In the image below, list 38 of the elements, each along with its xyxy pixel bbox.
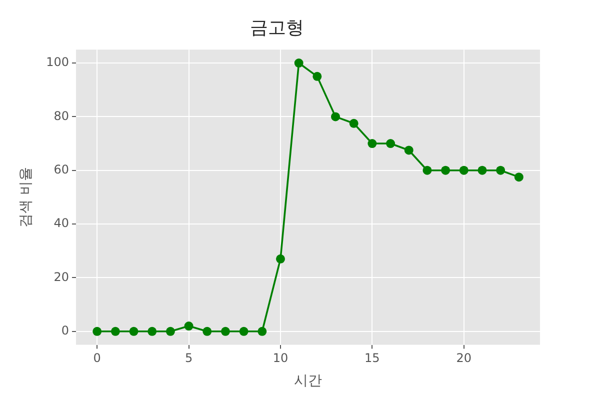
x-tick-label: 10 [272,351,288,366]
x-tick-label: 20 [456,351,472,366]
point [258,326,267,336]
x-axis-title: 시간 [294,373,322,390]
point [478,166,487,175]
point [386,139,396,148]
point [129,326,138,336]
x-tick-label: 0 [93,351,101,366]
x-tick-label: 15 [364,351,380,366]
point [349,118,358,128]
point [202,326,212,336]
point [514,172,524,182]
point [220,326,230,336]
chart-title: 금고형 [250,17,304,38]
x-tick-label: 5 [184,351,193,366]
y-tick-label: 100 [46,55,69,70]
y-tick-label: 80 [54,108,69,123]
point [331,112,340,122]
y-axis-title: 검색 비율 [18,166,34,228]
point [404,146,414,155]
point [496,166,506,175]
point [368,139,377,148]
point [184,322,194,331]
point [459,166,468,175]
y-tick-label: 40 [54,216,69,230]
point [441,166,450,175]
point [110,326,120,336]
point [294,58,304,68]
point [166,326,175,336]
point [312,72,322,81]
point [148,326,157,336]
point [276,254,285,264]
y-tick-label: 20 [54,270,69,284]
point [422,166,432,175]
y-tick-label: 60 [54,162,69,176]
point [92,326,102,336]
point [239,326,248,336]
y-tick-label: 0 [61,324,69,338]
